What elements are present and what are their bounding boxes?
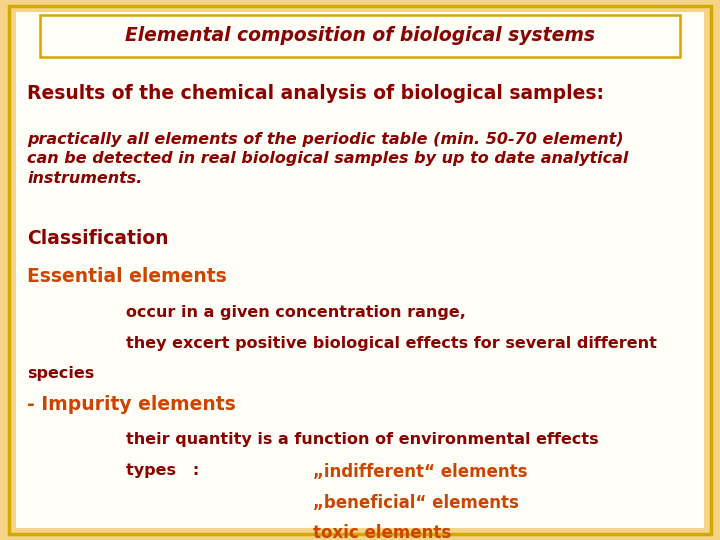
Text: Elemental composition of biological systems: Elemental composition of biological syst… xyxy=(125,26,595,45)
FancyBboxPatch shape xyxy=(9,6,711,534)
Text: they excert positive biological effects for several different: they excert positive biological effects … xyxy=(126,336,657,351)
Text: occur in a given concentration range,: occur in a given concentration range, xyxy=(126,305,466,320)
Text: „indifferent“ elements: „indifferent“ elements xyxy=(313,463,528,481)
Text: their quantity is a function of environmental effects: their quantity is a function of environm… xyxy=(126,432,598,447)
FancyBboxPatch shape xyxy=(40,15,680,57)
Text: practically all elements of the periodic table (min. 50-70 element)
can be detec: practically all elements of the periodic… xyxy=(27,132,629,186)
Text: Essential elements: Essential elements xyxy=(27,267,227,286)
Text: toxic elements: toxic elements xyxy=(313,524,451,540)
Text: „beneficial“ elements: „beneficial“ elements xyxy=(313,494,519,511)
Text: types   :: types : xyxy=(126,463,199,478)
Text: species: species xyxy=(27,366,94,381)
Text: Results of the chemical analysis of biological samples:: Results of the chemical analysis of biol… xyxy=(27,84,604,103)
FancyBboxPatch shape xyxy=(16,12,704,528)
Text: - Impurity elements: - Impurity elements xyxy=(27,395,236,414)
Text: Classification: Classification xyxy=(27,230,169,248)
